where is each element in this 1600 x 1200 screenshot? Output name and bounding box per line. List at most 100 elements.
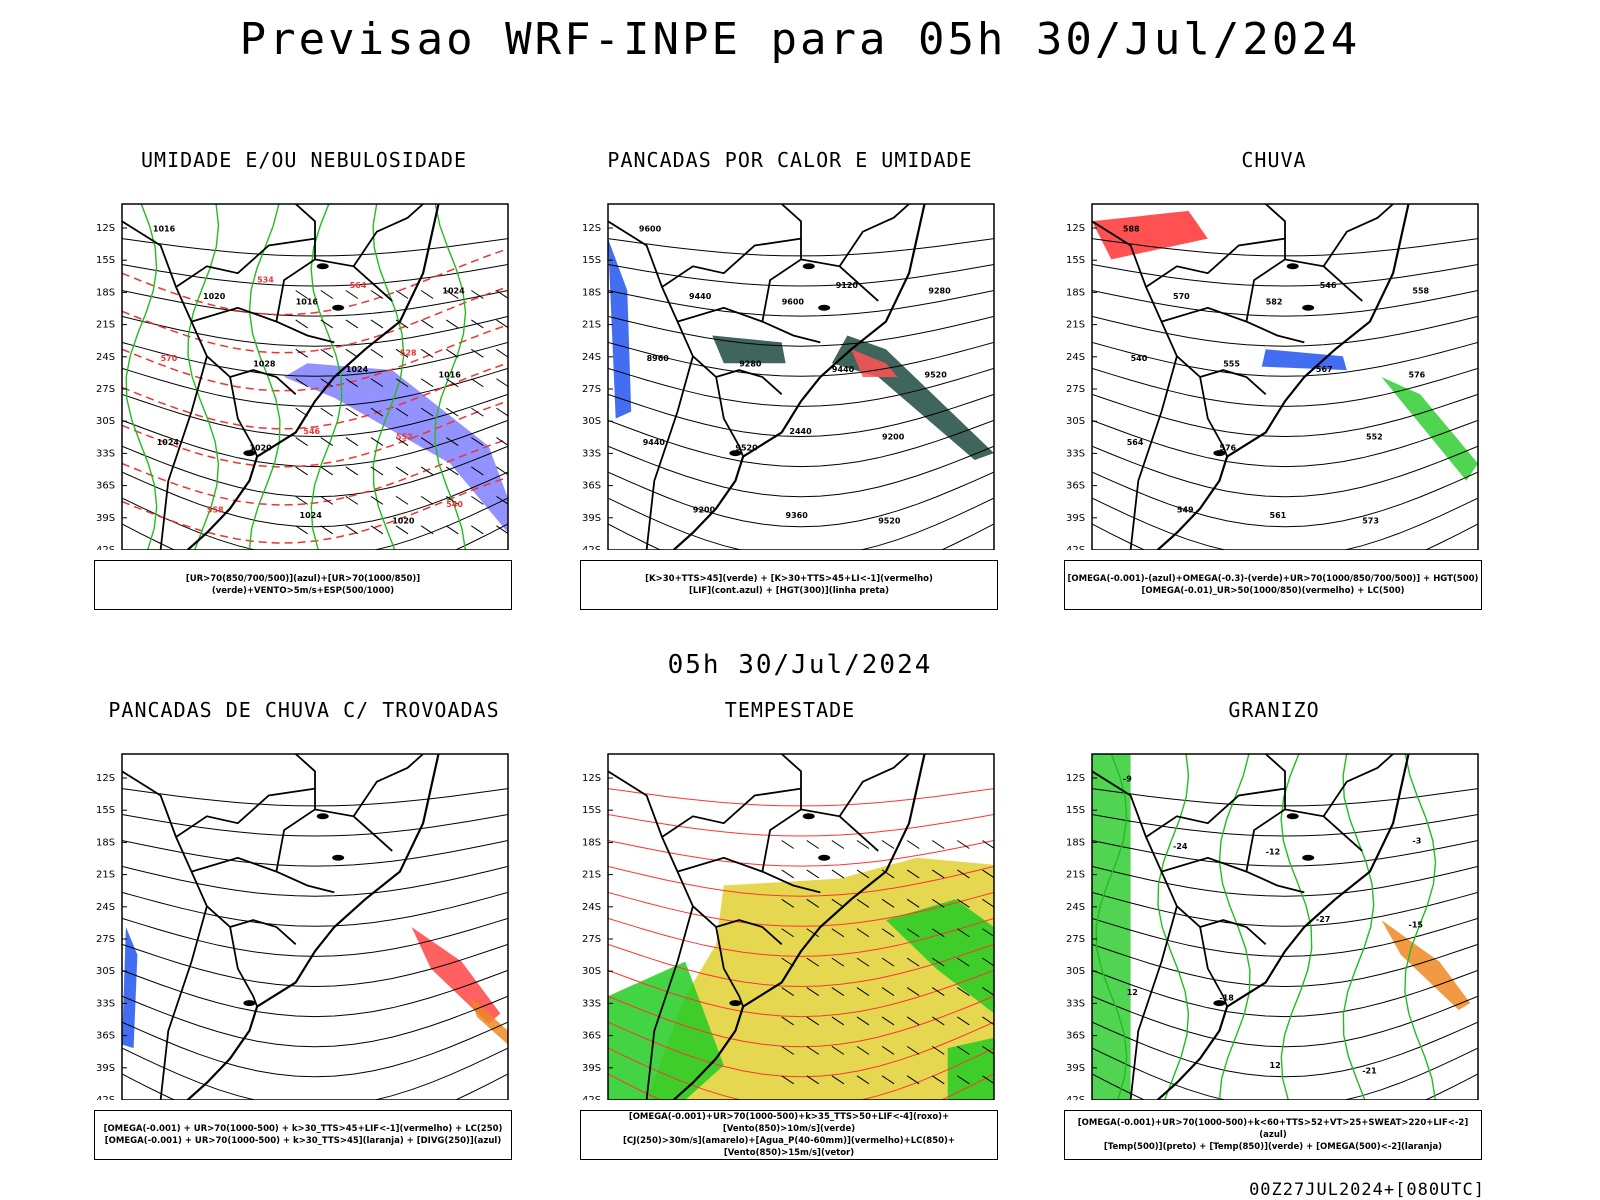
lat-tick-label: 33S [96, 998, 115, 1009]
wind-vector [395, 437, 409, 446]
contour-label: 540 [1131, 354, 1148, 363]
political-border [1322, 204, 1394, 267]
contour-line [1092, 393, 1478, 438]
wind-vector [931, 1045, 945, 1055]
wind-vector [906, 898, 920, 908]
political-border [1245, 808, 1363, 872]
contour-line [122, 471, 508, 528]
contour-line [122, 1021, 508, 1078]
wind-vector [370, 466, 384, 476]
humidity-contour [372, 204, 405, 550]
contour-line [608, 393, 994, 438]
contour-line [608, 290, 994, 317]
wind-vector [931, 1075, 945, 1085]
lat-tick-label: 12S [96, 223, 115, 234]
political-border [275, 808, 393, 872]
map-layer: 9600 9600 9520 9520 9520 9440 9440 9440 9360 9280… [608, 204, 994, 550]
lat-tick-label: 33S [96, 448, 115, 459]
lat-tick-label: 24S [96, 352, 115, 363]
panel-granizo: GRANIZO -9 -12 -15 -18 -21 -24 -27 12 12 -3 12S 15S… [1064, 698, 1484, 1178]
wind-vector [831, 1045, 845, 1055]
wind-vector [345, 466, 359, 476]
political-border [1129, 905, 1178, 1100]
thickness-contour [122, 324, 508, 392]
shaded-field [1381, 377, 1478, 481]
wind-vector [420, 437, 434, 446]
contour-label: 9440 [689, 292, 712, 301]
wind-vector [982, 987, 994, 996]
contour-label: 1024 [157, 438, 180, 447]
contour-label: -18 [1219, 994, 1234, 1003]
legend-line: [OMEGA(-0.001)+UR>70(1000-500)+k<60+TTS>… [1077, 1118, 1469, 1140]
lake [802, 263, 815, 270]
wind-vector [982, 840, 994, 849]
wind-vector [395, 495, 409, 505]
wind-vector [445, 407, 459, 417]
map-frame [1091, 753, 1479, 1100]
political-border [122, 770, 297, 945]
lake [316, 813, 329, 820]
contour-line [1092, 341, 1478, 377]
contour-line [122, 367, 508, 407]
lat-tick-label: 42S [1066, 545, 1085, 550]
lat-tick-label: 30S [96, 416, 115, 427]
wind-vector [496, 407, 508, 417]
contour-line [1092, 290, 1478, 317]
contour-label: 564 [1127, 438, 1144, 447]
contour-label: -15 [1409, 921, 1424, 930]
wind-vector [957, 1075, 970, 1085]
contour-line [608, 445, 994, 498]
wind-vector [806, 869, 820, 879]
run-timestamp: 00Z27JUL2024+[080UTC] [1249, 1180, 1485, 1200]
wind-vector [982, 1045, 994, 1055]
wind-vector [806, 1045, 820, 1055]
lat-tick-label: 12S [1066, 773, 1085, 784]
wind-vector [345, 495, 359, 505]
lake [729, 1000, 742, 1007]
wind-vector [982, 928, 994, 938]
contour-line [122, 865, 508, 897]
wind-vector [906, 928, 920, 938]
thickness-contour [122, 400, 508, 468]
wind-vector [295, 290, 308, 299]
political-border [781, 204, 802, 260]
wind-vector [831, 898, 845, 908]
lat-tick-label: 15S [96, 255, 115, 266]
political-border [1265, 204, 1286, 260]
lat-tick-label: 21S [582, 870, 601, 881]
wind-vector [295, 348, 308, 358]
legend-line: [OMEGA(-0.01)_UR>50(1000/850)(vermelho) … [1141, 586, 1405, 596]
wind-vector [856, 898, 870, 908]
panel-pancadas-calor: PANCADAS POR CALOR E UMIDADE 9600 9600 952… [580, 148, 1000, 628]
wind-vector [420, 407, 434, 417]
wind-vector [806, 928, 820, 938]
political-border [761, 258, 879, 322]
legend-box: [OMEGA(-0.001)+UR>70(1000-500)+k<60+TTS>… [1064, 1110, 1482, 1160]
panel-title: TEMPESTADE [724, 698, 856, 722]
thickness-contour [122, 286, 508, 354]
wind-vector [931, 898, 945, 908]
wind-vector [420, 348, 434, 358]
lat-tick-label: 15S [1066, 255, 1085, 266]
contour-label: 2440 [789, 427, 812, 436]
wind-vector [806, 957, 820, 967]
wind-vector [881, 987, 895, 996]
wind-vector [957, 1045, 970, 1055]
contour-label: 564 [350, 281, 367, 290]
lake [802, 813, 815, 820]
forecast-map: 12S15S18S21S24S27S30S33S36S39S42S70W65W6… [582, 753, 995, 1100]
wind-vector [856, 840, 870, 849]
wind-vector [320, 319, 334, 329]
contour-label: 12 [1270, 1061, 1281, 1070]
forecast-map: 9600 9600 9520 9520 9520 9440 9440 9440 9360 9280… [582, 203, 995, 550]
political-border [1145, 787, 1286, 838]
legend-line: [UR>70(850/700/500)](azul)+[UR>70(1000/8… [185, 574, 421, 596]
lat-tick-label: 42S [96, 545, 115, 550]
panel-title: PANCADAS DE CHUVA C/ TROVOADAS [108, 698, 500, 722]
political-border [191, 856, 335, 894]
map-frame [607, 753, 995, 1100]
contour-line [122, 264, 508, 287]
wind-vector [881, 869, 895, 879]
wind-vector [445, 466, 459, 476]
wind-vector [320, 466, 334, 476]
